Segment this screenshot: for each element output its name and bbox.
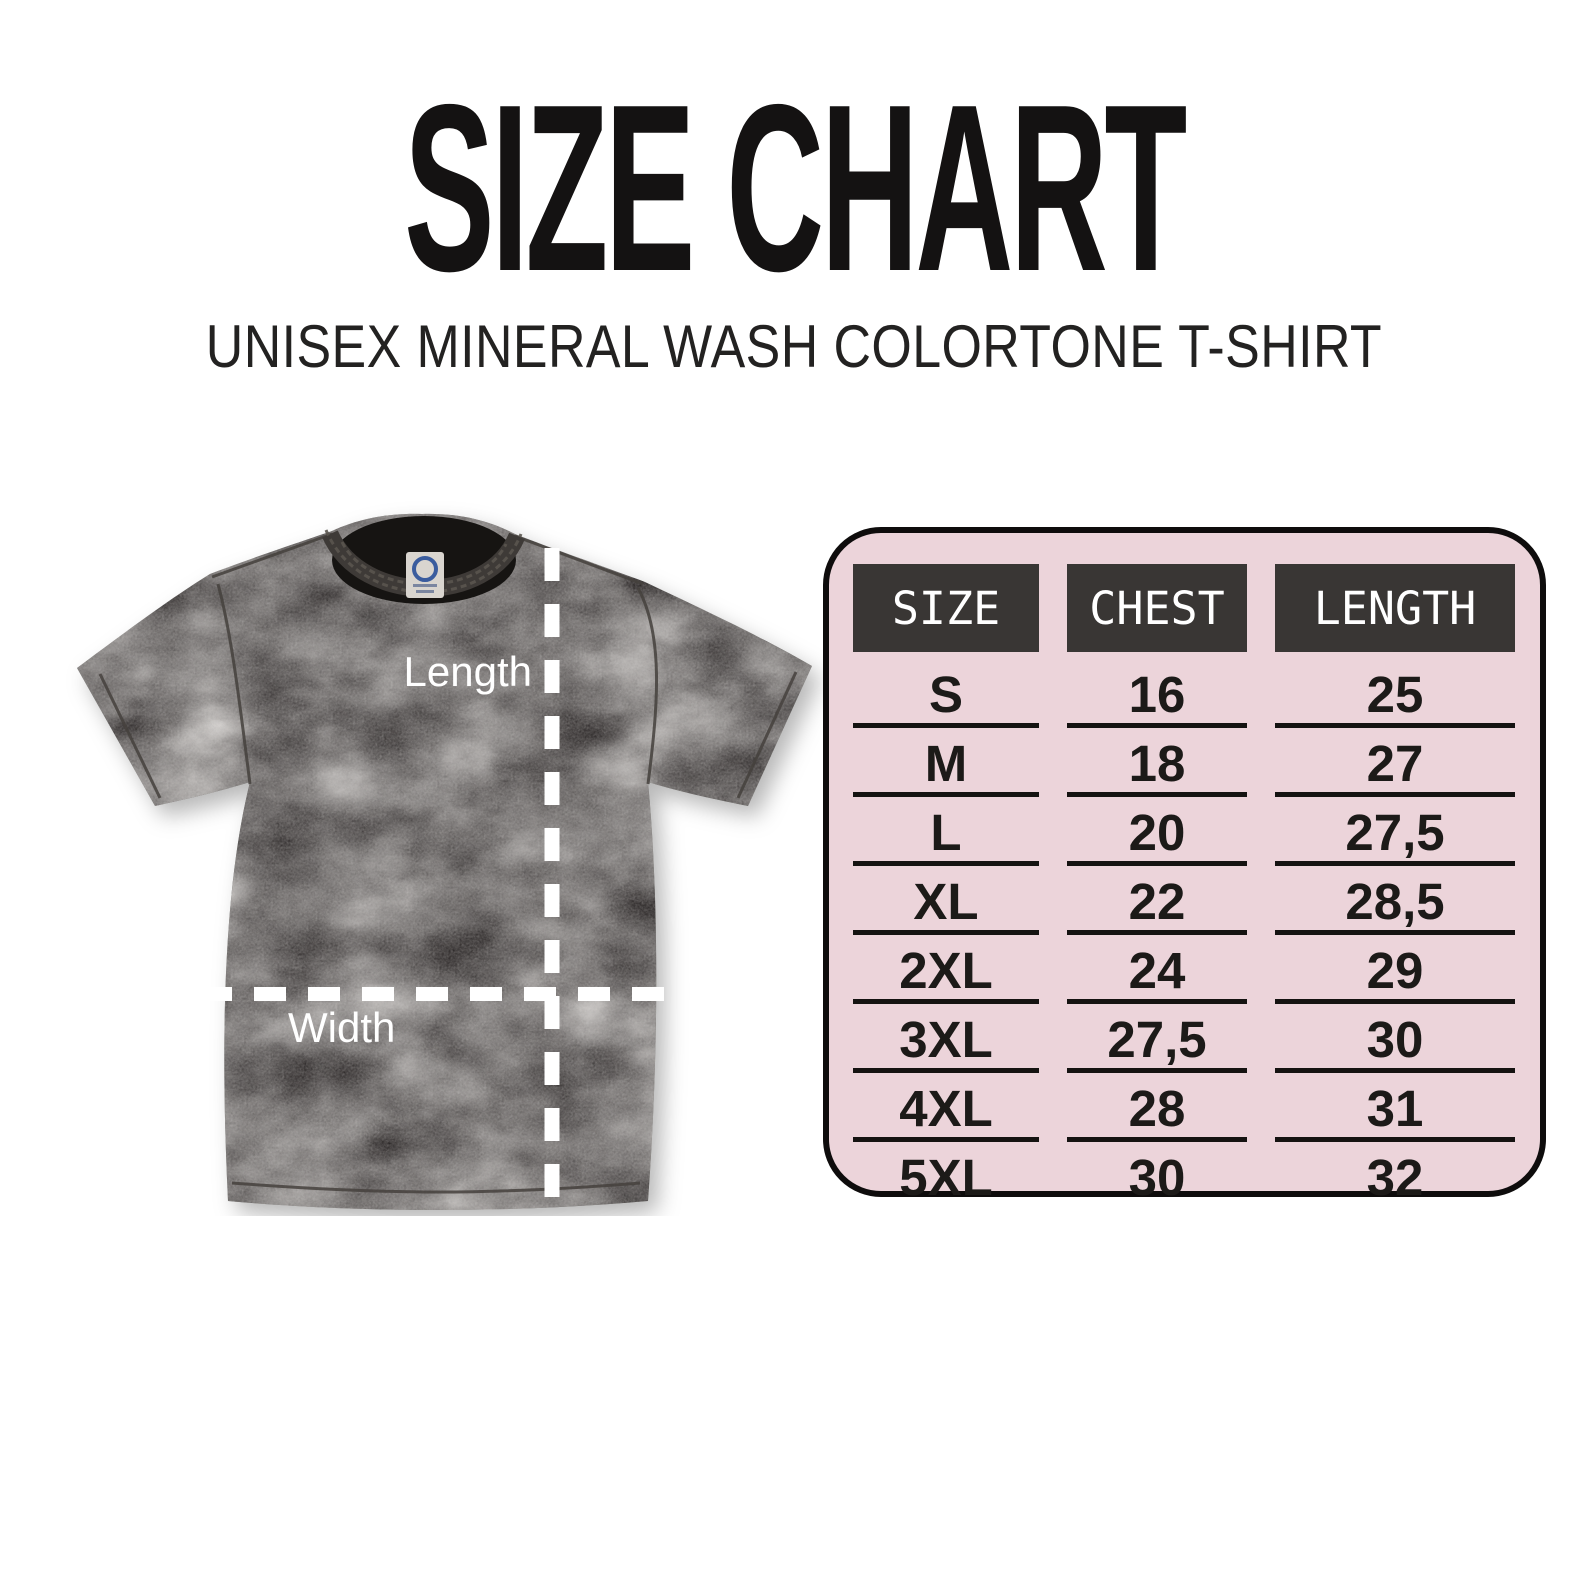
width-label: Width bbox=[288, 1004, 395, 1051]
length-label: Length bbox=[404, 648, 532, 695]
chest-cell: 27,5 bbox=[1067, 1004, 1247, 1073]
chest-cell: 30 bbox=[1128, 1149, 1186, 1206]
tshirt-measurement-diagram: Length Width bbox=[60, 456, 840, 1216]
length-cell: 29 bbox=[1275, 935, 1515, 1004]
chest-cell: 28 bbox=[1067, 1073, 1247, 1142]
length-cell: 28,5 bbox=[1275, 866, 1515, 935]
chest-cell: 22 bbox=[1067, 866, 1247, 935]
table-row: 3XL 27,5 30 bbox=[845, 1004, 1524, 1073]
size-cell: S bbox=[853, 659, 1039, 728]
size-table-body: S 16 25 M 18 27 L 20 27,5 XL 22 28,5 2XL bbox=[845, 659, 1524, 1206]
table-row: 4XL 28 31 bbox=[845, 1073, 1524, 1142]
size-cell: XL bbox=[853, 866, 1039, 935]
size-cell: 4XL bbox=[853, 1073, 1039, 1142]
size-cell: 2XL bbox=[853, 935, 1039, 1004]
neck-tag bbox=[406, 552, 444, 598]
collar bbox=[322, 516, 525, 604]
column-header-chest: CHEST bbox=[1067, 564, 1247, 652]
column-header-size: SIZE bbox=[853, 564, 1039, 652]
length-cell: 31 bbox=[1275, 1073, 1515, 1142]
table-row: L 20 27,5 bbox=[845, 797, 1524, 866]
table-row: 2XL 24 29 bbox=[845, 935, 1524, 1004]
size-cell: M bbox=[853, 728, 1039, 797]
page-subtitle-wrap: UNISEX MINERAL WASH COLORTONE T-SHIRT bbox=[0, 316, 1588, 378]
size-table: SIZE CHEST LENGTH S 16 25 M 18 27 L 20 2… bbox=[823, 527, 1546, 1203]
table-row: 5XL 30 32 bbox=[845, 1142, 1524, 1206]
chest-cell: 16 bbox=[1067, 659, 1247, 728]
page-title-wrap: SIZE CHART bbox=[0, 56, 1588, 321]
length-cell: 27 bbox=[1275, 728, 1515, 797]
length-cell: 32 bbox=[1366, 1149, 1424, 1206]
chest-cell: 18 bbox=[1067, 728, 1247, 797]
fabric-grain-texture bbox=[77, 513, 812, 1210]
length-cell: 25 bbox=[1275, 659, 1515, 728]
tshirt-photo: Length Width bbox=[77, 513, 812, 1210]
chest-cell: 24 bbox=[1067, 935, 1247, 1004]
page-subtitle: UNISEX MINERAL WASH COLORTONE T-SHIRT bbox=[205, 313, 1383, 380]
seam-lines bbox=[98, 532, 798, 1194]
column-header-length: LENGTH bbox=[1275, 564, 1515, 652]
size-cell: 3XL bbox=[853, 1004, 1039, 1073]
page-title: SIZE CHART bbox=[404, 56, 1187, 321]
table-row: M 18 27 bbox=[845, 728, 1524, 797]
size-table-header: SIZE CHEST LENGTH bbox=[845, 564, 1524, 652]
size-cell: L bbox=[853, 797, 1039, 866]
table-row: S 16 25 bbox=[845, 659, 1524, 728]
chest-cell: 20 bbox=[1067, 797, 1247, 866]
length-cell: 27,5 bbox=[1275, 797, 1515, 866]
table-row: XL 22 28,5 bbox=[845, 866, 1524, 935]
length-cell: 30 bbox=[1275, 1004, 1515, 1073]
size-cell: 5XL bbox=[899, 1149, 993, 1206]
